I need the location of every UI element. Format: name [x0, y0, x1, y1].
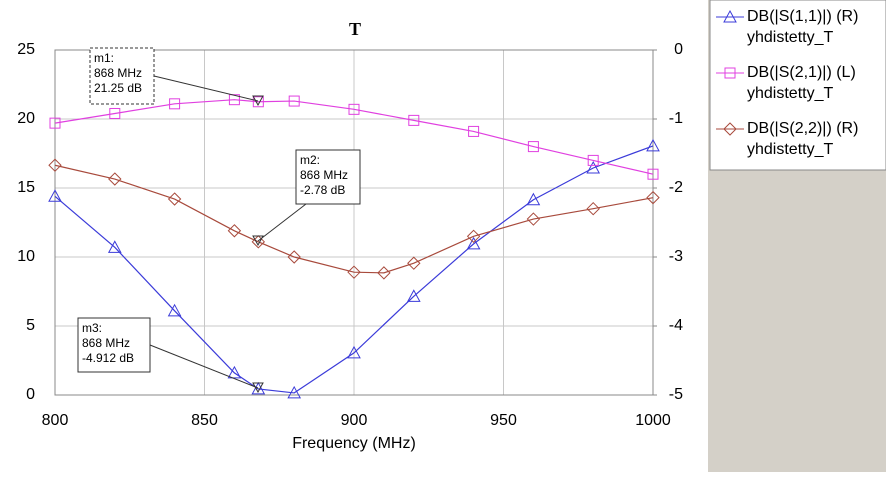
point-marker: [466, 236, 481, 250]
point-marker: [48, 158, 62, 172]
point-marker: [251, 381, 266, 395]
x-axis-label: Frequency (MHz): [292, 435, 416, 452]
point-marker: [347, 345, 361, 359]
point-marker: [466, 229, 481, 244]
leader-line: [257, 203, 307, 242]
chart-title: T: [349, 19, 361, 39]
point-marker: [586, 160, 601, 174]
point-marker: [468, 125, 480, 137]
point-marker: [169, 98, 181, 110]
point-marker: [408, 114, 420, 126]
annotation-box: [89, 47, 155, 105]
annotation-box: [77, 317, 151, 373]
annotation-text: m1:: [94, 51, 114, 65]
series-line: [54, 145, 654, 394]
y2-tick-label: -1: [669, 110, 683, 127]
point-marker: [587, 154, 599, 166]
point-marker: [646, 190, 660, 205]
marker-flag: [252, 95, 264, 107]
point-marker: [251, 235, 266, 249]
y-tick-label: 15: [17, 179, 35, 196]
y2-tick-label: -4: [669, 317, 683, 334]
series-line: [54, 99, 654, 175]
legend-label: DB(|S(1,1)|) (R): [747, 8, 858, 25]
annotation-text: -2.78 dB: [300, 183, 345, 197]
series-line: [54, 164, 654, 274]
point-marker: [167, 192, 182, 206]
legend-marker: [724, 67, 736, 79]
annotation-box: [295, 149, 361, 205]
plot-frame: [54, 49, 654, 396]
y-tick-label: 0: [26, 386, 35, 403]
point-marker: [227, 224, 242, 238]
marker-flag: [252, 382, 264, 394]
annotation-text: 868 MHz: [82, 336, 130, 350]
leader-line: [149, 344, 259, 389]
point-marker: [167, 303, 182, 317]
legend-marker: [723, 9, 737, 23]
point-marker: [348, 103, 360, 115]
point-marker: [107, 240, 122, 253]
legend-source: yhdistetty_T: [747, 29, 833, 46]
point-marker: [646, 138, 660, 152]
legend-source: yhdistetty_T: [747, 85, 833, 102]
point-marker: [377, 266, 391, 280]
point-marker: [108, 172, 122, 186]
point-marker: [347, 265, 361, 279]
legend-source: yhdistetty_T: [747, 141, 833, 158]
annotation-text: -4.912 dB: [82, 351, 134, 365]
x-tick-label: 900: [341, 412, 368, 429]
y2-tick-label: 0: [674, 41, 683, 58]
legend-marker: [723, 122, 737, 136]
y-tick-label: 20: [17, 110, 35, 127]
point-marker: [252, 96, 264, 108]
point-marker: [48, 189, 62, 202]
y-tick-label: 10: [17, 248, 35, 265]
y2-tick-label: -5: [669, 386, 683, 403]
marker-flag: [252, 235, 264, 247]
y-tick-label: 5: [26, 317, 35, 334]
point-marker: [527, 141, 539, 153]
annotation-text: 868 MHz: [94, 66, 142, 80]
leader-line: [153, 75, 259, 102]
point-marker: [288, 95, 300, 107]
x-tick-label: 850: [191, 412, 218, 429]
y2-tick-label: -2: [669, 179, 683, 196]
point-marker: [228, 94, 240, 106]
annotation-text: m3:: [82, 321, 102, 335]
annotation-text: 868 MHz: [300, 168, 348, 182]
x-tick-label: 800: [42, 412, 69, 429]
point-marker: [406, 289, 421, 302]
x-tick-label: 1000: [635, 412, 671, 429]
annotation-text: m2:: [300, 153, 320, 167]
y-tick-label: 25: [17, 41, 35, 58]
point-marker: [526, 192, 541, 206]
point-marker: [407, 256, 421, 270]
y2-tick-label: -3: [669, 248, 683, 265]
legend-label: DB(|S(2,1)|) (L): [747, 64, 856, 81]
point-marker: [647, 168, 659, 180]
point-marker: [49, 117, 61, 129]
legend-label: DB(|S(2,2)|) (R): [747, 120, 858, 137]
point-marker: [287, 250, 301, 264]
point-marker: [109, 107, 121, 119]
annotation-text: 21.25 dB: [94, 81, 142, 95]
point-marker: [227, 365, 242, 379]
point-marker: [526, 212, 541, 226]
legend-box: [709, 0, 886, 171]
point-marker: [287, 385, 302, 399]
point-marker: [586, 201, 600, 216]
x-tick-label: 950: [490, 412, 517, 429]
